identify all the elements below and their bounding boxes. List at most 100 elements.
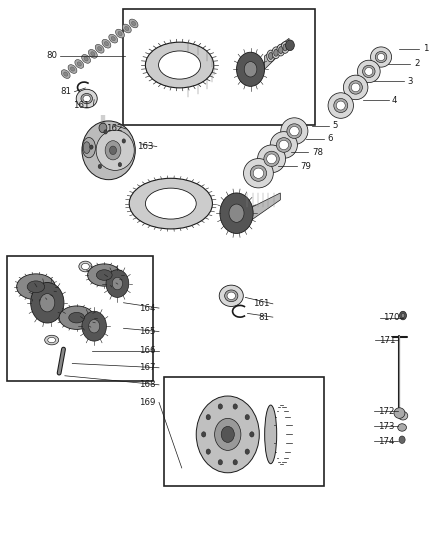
Ellipse shape [104,42,109,46]
Circle shape [201,432,206,437]
Text: 170: 170 [383,313,400,322]
Circle shape [40,294,55,312]
Circle shape [250,432,254,437]
Circle shape [244,62,257,77]
Text: 80: 80 [46,52,57,60]
Text: 2: 2 [414,60,420,68]
Ellipse shape [274,50,278,56]
Text: 6: 6 [328,134,333,143]
Circle shape [112,277,123,290]
Circle shape [110,146,117,155]
Ellipse shape [79,261,92,272]
Circle shape [88,319,100,333]
Text: 168: 168 [139,381,155,389]
Ellipse shape [102,39,111,48]
Circle shape [206,449,211,454]
Ellipse shape [287,124,302,139]
Ellipse shape [371,47,392,67]
Ellipse shape [48,337,56,343]
Ellipse shape [398,411,408,420]
Text: 169: 169 [139,398,155,407]
Circle shape [196,396,259,473]
Text: 4: 4 [392,96,398,104]
Text: 164: 164 [139,304,155,312]
Ellipse shape [268,53,273,59]
Bar [7,256,153,381]
Text: 81: 81 [60,87,71,96]
Circle shape [399,311,406,320]
Ellipse shape [328,93,353,118]
Ellipse shape [267,154,276,164]
Circle shape [99,123,107,133]
Circle shape [229,204,244,222]
Ellipse shape [272,47,280,59]
Circle shape [122,139,126,143]
Ellipse shape [267,50,275,62]
Circle shape [237,52,265,86]
Circle shape [401,313,405,318]
Ellipse shape [76,90,97,108]
Circle shape [82,311,106,341]
Ellipse shape [351,83,360,92]
Ellipse shape [334,99,348,112]
Text: 165: 165 [139,327,155,336]
Circle shape [399,436,405,443]
Ellipse shape [277,44,285,56]
Ellipse shape [365,68,373,75]
Ellipse shape [394,408,405,418]
Ellipse shape [71,67,74,71]
Ellipse shape [61,70,70,78]
Circle shape [218,404,223,409]
Bar [123,9,315,125]
Ellipse shape [336,101,345,110]
Text: 79: 79 [300,162,311,171]
Ellipse shape [131,21,136,26]
Circle shape [233,459,237,465]
Polygon shape [251,193,280,221]
Text: 163: 163 [137,142,153,151]
Text: 166: 166 [139,346,155,355]
Circle shape [220,193,253,233]
Ellipse shape [45,335,59,345]
Ellipse shape [96,130,134,171]
Circle shape [105,141,121,160]
Ellipse shape [227,292,236,300]
Ellipse shape [77,62,81,66]
Text: 162: 162 [106,125,123,133]
Ellipse shape [88,50,97,58]
Circle shape [90,145,93,149]
Ellipse shape [375,52,387,62]
Ellipse shape [357,60,380,83]
Ellipse shape [82,121,135,180]
Ellipse shape [283,44,287,51]
Text: 167: 167 [139,364,155,372]
Bar [164,377,324,486]
Ellipse shape [17,274,55,300]
Text: 78: 78 [312,148,323,157]
Circle shape [218,459,223,465]
Ellipse shape [279,47,283,53]
Text: 81: 81 [258,313,269,321]
Circle shape [233,404,237,409]
Ellipse shape [276,138,291,152]
Ellipse shape [129,19,138,28]
Ellipse shape [244,158,273,188]
Circle shape [221,426,234,442]
Text: 174: 174 [378,437,394,446]
Ellipse shape [81,54,91,63]
Circle shape [118,163,122,167]
Ellipse shape [96,270,112,280]
Circle shape [206,415,211,420]
Text: 5: 5 [333,122,339,130]
Ellipse shape [253,168,264,179]
Ellipse shape [349,80,362,94]
Ellipse shape [145,188,196,219]
Ellipse shape [264,151,279,166]
Text: 161: 161 [253,300,269,308]
Ellipse shape [83,95,90,102]
Ellipse shape [129,178,212,229]
Ellipse shape [81,263,89,270]
Ellipse shape [258,145,286,173]
Ellipse shape [95,44,104,53]
Ellipse shape [109,34,118,43]
